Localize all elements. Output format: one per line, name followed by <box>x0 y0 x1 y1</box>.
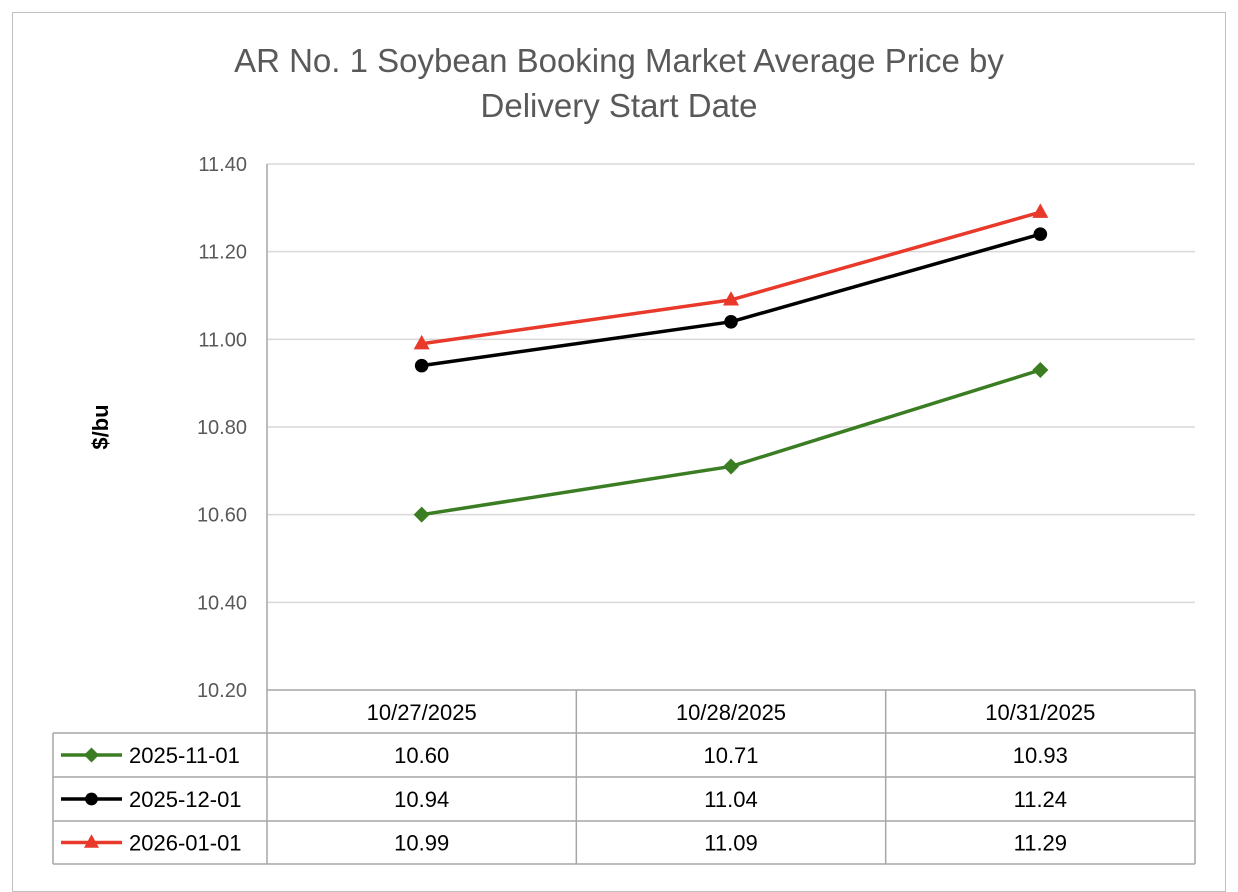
y-axis-label: $/bu <box>88 404 113 449</box>
y-tick-label: 10.20 <box>197 680 247 702</box>
series-line <box>421 368 1041 517</box>
series-2026-01-01 <box>413 203 1049 350</box>
table-cell-value: 11.29 <box>1014 831 1067 856</box>
diamond-marker <box>1032 362 1049 379</box>
legend-label: 2025-12-01 <box>129 787 242 812</box>
circle-marker <box>1033 227 1048 241</box>
triangle-marker <box>84 834 99 848</box>
table-cell-value: 10.60 <box>394 743 449 768</box>
table-cell-value: 10.94 <box>394 787 449 812</box>
diamond-marker <box>723 458 739 475</box>
triangle-marker <box>723 291 739 306</box>
series-2025-11-01 <box>413 362 1049 523</box>
chart-title-line-1: AR No. 1 Soybean Booking Market Average … <box>234 42 1004 79</box>
y-tick-label: 10.60 <box>197 505 247 527</box>
diamond-marker <box>413 506 430 523</box>
y-tick-label: 10.80 <box>197 417 247 439</box>
y-tick-label: 10.40 <box>197 592 247 614</box>
circle-marker <box>414 358 429 373</box>
x-category-label: 10/28/2025 <box>676 700 786 725</box>
triangle-marker <box>1032 203 1049 218</box>
x-category-label: 10/31/2025 <box>985 700 1095 725</box>
table-cell-value: 10.71 <box>703 743 758 768</box>
chart-title-line-2: Delivery Start Date <box>481 87 758 124</box>
table-cell-value: 11.04 <box>704 787 757 812</box>
x-category-label: 10/27/2025 <box>367 700 477 725</box>
table-cell-value: 10.99 <box>394 831 449 856</box>
circle-marker <box>85 792 98 806</box>
y-tick-label: 11.20 <box>198 242 247 264</box>
circle-marker <box>724 315 738 329</box>
legend-label: 2026-01-01 <box>129 831 242 856</box>
y-tick-label: 11.40 <box>198 154 247 176</box>
diamond-marker <box>84 747 99 763</box>
table-cell-value: 11.24 <box>1014 787 1067 812</box>
table-cell-value: 10.93 <box>1013 743 1068 768</box>
series-2025-12-01 <box>414 227 1048 373</box>
table-cell-value: 11.09 <box>704 831 757 856</box>
y-tick-label: 11.00 <box>198 329 247 351</box>
legend-label: 2025-11-01 <box>129 743 240 768</box>
triangle-marker <box>413 334 430 350</box>
